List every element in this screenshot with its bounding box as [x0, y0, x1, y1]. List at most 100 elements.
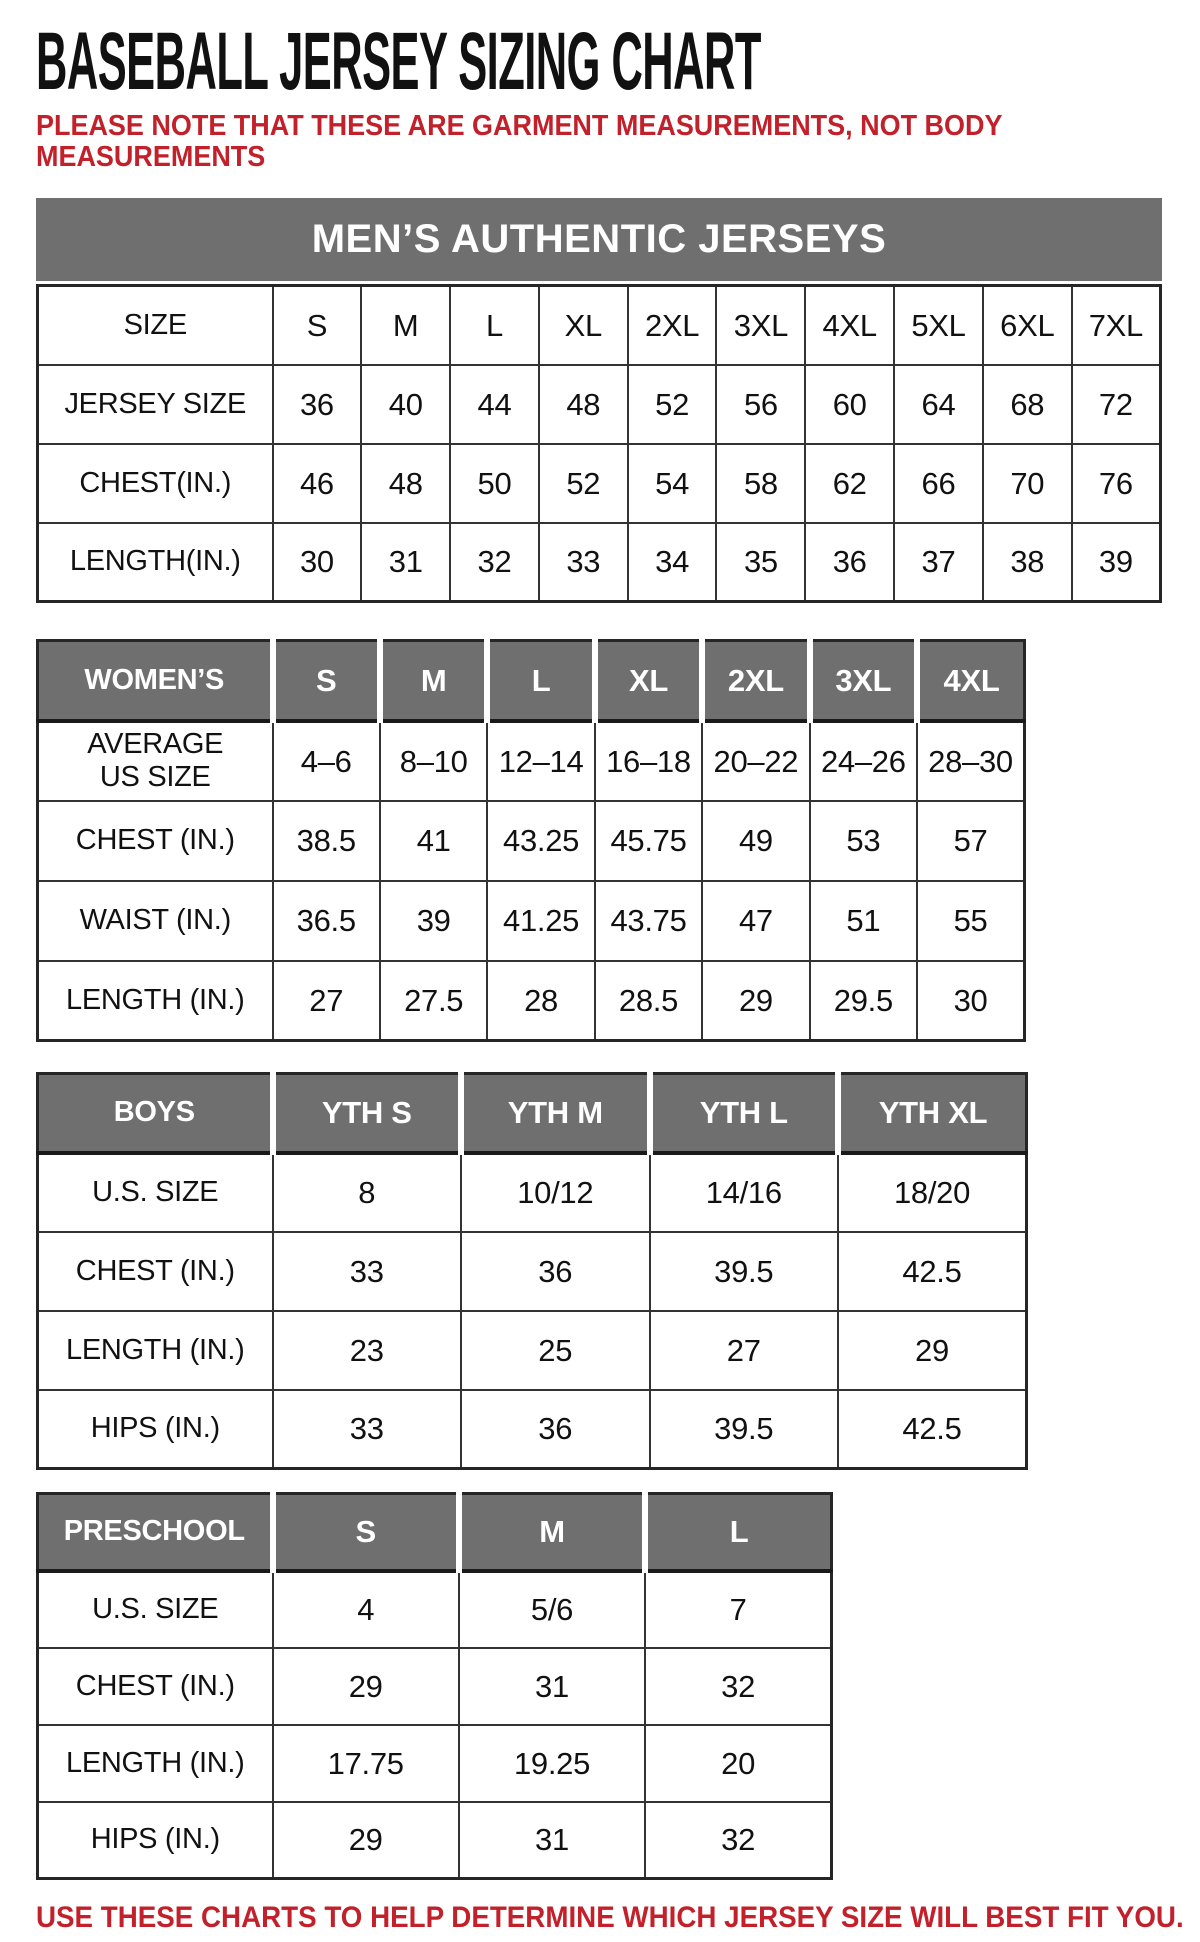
row-label-cell: HIPS (IN.) [36, 1388, 274, 1470]
row-label-cell: CHEST(IN.) [36, 442, 274, 524]
value-cell: 51 [808, 879, 919, 962]
value-cell: 14/16 [648, 1151, 839, 1233]
value-cell: 20–22 [701, 719, 811, 802]
value-cell: 39.5 [648, 1388, 839, 1470]
value-cell: 34 [626, 521, 718, 603]
value-cell: 42.5 [837, 1230, 1028, 1312]
value-cell: 76 [1070, 442, 1162, 524]
value-cell: 29.5 [808, 959, 919, 1042]
row-label-cell: LENGTH (IN.) [36, 959, 274, 1042]
table-row: AVERAGE US SIZE 4–6 8–10 12–14 16–18 20–22 24–2… [36, 719, 1026, 802]
value-cell: 38 [981, 521, 1073, 603]
value-cell: 32 [644, 1800, 833, 1880]
value-cell: 62 [804, 442, 896, 524]
value-cell: 23 [271, 1309, 462, 1391]
row-label-cell: U.S. SIZE [36, 1151, 274, 1233]
row-label-cell: U.S. SIZE [36, 1569, 274, 1649]
size-column-header: YTH M [458, 1072, 651, 1155]
table-row: LENGTH(IN.) 30 31 32 33 34 35 36 37 38 39 [36, 521, 1162, 603]
garment-measurement-note: PLEASE NOTE THAT THESE ARE GARMENT MEASU… [36, 111, 1200, 173]
size-column-header: M [455, 1492, 647, 1573]
value-cell: 72 [1070, 363, 1162, 445]
note-line-1: PLEASE NOTE THAT THESE ARE GARMENT MEASU… [36, 110, 1003, 142]
table-row: HIPS (IN.) 33 36 39.5 42.5 [36, 1388, 1028, 1470]
value-cell: 44 [449, 363, 540, 445]
boys-section: BOYS YTH S YTH M YTH L YTH XL U.S. SIZE 8 10/12… [36, 1072, 1200, 1470]
value-cell: 45.75 [593, 799, 704, 882]
preschool-size-table: PRESCHOOL S M L U.S. SIZE 4 5/6 7 CHEST (IN.) 29 3… [36, 1492, 833, 1880]
value-cell: 32 [449, 521, 540, 603]
value-cell: 38.5 [271, 799, 381, 882]
value-cell: 35 [715, 521, 807, 603]
size-column-header: M [376, 639, 489, 723]
row-label-header: WOMEN’S [36, 639, 274, 723]
size-column-header: 2XL [699, 639, 811, 723]
value-cell: 31 [457, 1646, 647, 1726]
value-cell: 4 [271, 1569, 460, 1649]
value-cell: 29 [837, 1309, 1028, 1391]
size-column-header: YTH L [646, 1072, 839, 1155]
value-cell: 27 [648, 1309, 839, 1391]
value-cell: 31 [360, 521, 452, 603]
row-label-cell: WAIST (IN.) [36, 879, 274, 962]
value-cell: 39 [378, 879, 489, 962]
value-cell: 60 [804, 363, 896, 445]
size-column-header: 7XL [1070, 284, 1162, 366]
size-column-header: 2XL [626, 284, 718, 366]
value-cell: 37 [893, 521, 984, 603]
row-label-cell: CHEST (IN.) [36, 1646, 274, 1726]
value-cell: 32 [644, 1646, 833, 1726]
value-cell: 70 [981, 442, 1073, 524]
value-cell: 28 [486, 959, 596, 1042]
table-row: CHEST (IN.) 38.5 41 43.25 45.75 49 53 57 [36, 799, 1026, 882]
size-column-header: 3XL [715, 284, 807, 366]
value-cell: 43.25 [486, 799, 596, 882]
size-column-header: 4XL [804, 284, 896, 366]
value-cell: 27.5 [378, 959, 489, 1042]
value-cell: 17.75 [271, 1723, 460, 1803]
value-cell: 25 [460, 1309, 651, 1391]
value-cell: 16–18 [593, 719, 704, 802]
value-cell: 53 [808, 799, 919, 882]
size-column-header: L [449, 284, 540, 366]
value-cell: 41.25 [486, 879, 596, 962]
boys-size-table: BOYS YTH S YTH M YTH L YTH XL U.S. SIZE 8 10/12… [36, 1072, 1028, 1470]
mens-banner-text: MEN’S AUTHENTIC JERSEYS [311, 217, 887, 261]
value-cell: 27 [271, 959, 381, 1042]
row-label-cell: CHEST (IN.) [36, 1230, 274, 1312]
header-row: WOMEN’S S M L XL 2XL 3XL 4XL [36, 639, 1026, 723]
preschool-section: PRESCHOOL S M L U.S. SIZE 4 5/6 7 CHEST (IN.) 29 3… [36, 1492, 1200, 1880]
table-row: JERSEY SIZE 36 40 44 48 52 56 60 64 68 72 [36, 363, 1162, 445]
note-line-2: MEASUREMENTS [36, 141, 266, 173]
womens-size-table: WOMEN’S S M L XL 2XL 3XL 4XL AVERAGE US SIZE 4–6 8–… [36, 639, 1026, 1042]
value-cell: 29 [271, 1646, 460, 1726]
row-label-cell: LENGTH (IN.) [36, 1723, 274, 1803]
table-row: LENGTH (IN.) 23 25 27 29 [36, 1309, 1028, 1391]
size-column-header: YTH XL [835, 1072, 1028, 1155]
value-cell: 8–10 [378, 719, 489, 802]
value-cell: 10/12 [460, 1151, 651, 1233]
value-cell: 29 [701, 959, 811, 1042]
table-row: HIPS (IN.) 29 31 32 [36, 1800, 833, 1880]
value-cell: 31 [457, 1800, 647, 1880]
size-column-header: M [360, 284, 452, 366]
value-cell: 47 [701, 879, 811, 962]
table-row: CHEST (IN.) 29 31 32 [36, 1646, 833, 1726]
page-title: BASEBALL JERSEY SIZING CHART [36, 21, 1200, 103]
row-label-cell: AVERAGE US SIZE [36, 719, 274, 802]
row-label-header: SIZE [36, 284, 274, 366]
value-cell: 36 [271, 363, 363, 445]
value-cell: 4–6 [271, 719, 381, 802]
value-cell: 12–14 [486, 719, 596, 802]
table-row: LENGTH (IN.) 27 27.5 28 28.5 29 29.5 30 [36, 959, 1026, 1042]
value-cell: 18/20 [837, 1151, 1028, 1233]
header-row: SIZE S M L XL 2XL 3XL 4XL 5XL 6XL 7XL [36, 284, 1162, 366]
header-row: BOYS YTH S YTH M YTH L YTH XL [36, 1072, 1028, 1155]
value-cell: 33 [271, 1230, 462, 1312]
value-cell: 54 [626, 442, 718, 524]
size-column-header: 5XL [893, 284, 984, 366]
value-cell: 24–26 [808, 719, 919, 802]
value-cell: 48 [360, 442, 452, 524]
value-cell: 43.75 [593, 879, 704, 962]
